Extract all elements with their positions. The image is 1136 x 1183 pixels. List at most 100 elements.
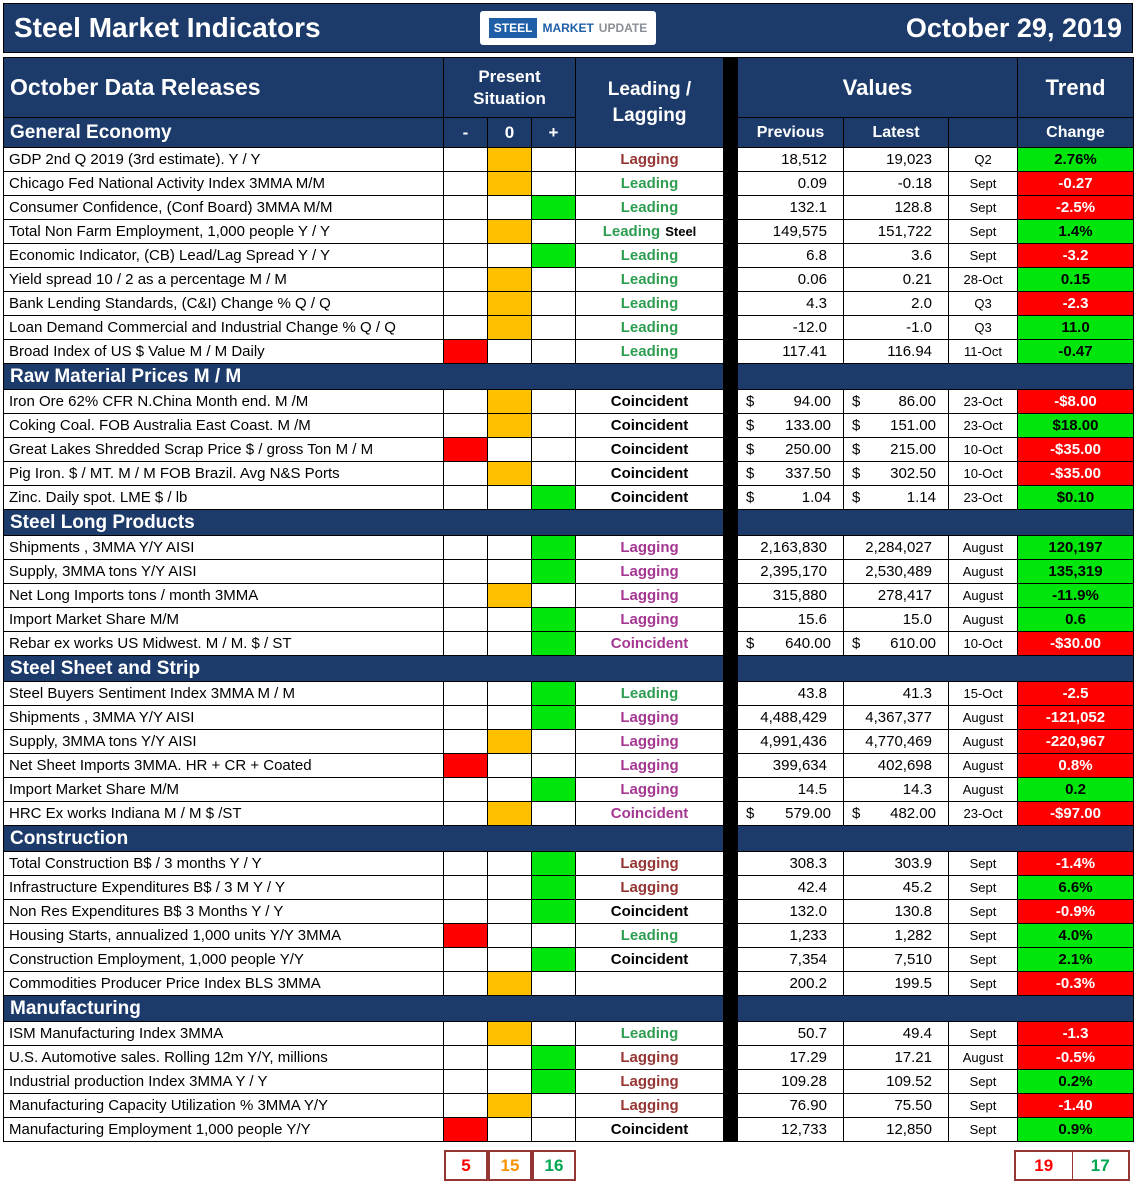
change-value: 0.2 [1018, 778, 1134, 802]
situation-negative-cell [444, 852, 488, 876]
column-separator [724, 364, 738, 390]
indicator-row: Coking Coal. FOB Australia East Coast. M… [4, 414, 1134, 438]
leading-lagging-value: Coincident [576, 414, 724, 438]
indicator-label: Rebar ex works US Midwest. M / M. $ / ST [4, 632, 444, 656]
leading-lagging-value: Lagging [576, 1070, 724, 1094]
footer-spacer-left [3, 1165, 444, 1166]
indicator-row: Industrial production Index 3MMA Y / Y La… [4, 1070, 1134, 1094]
indicators-table: October Data Releases General Economy Pr… [3, 57, 1134, 1142]
situation-negative-cell [444, 1094, 488, 1118]
situation-positive-cell [532, 852, 576, 876]
latest-value: 2,530,489 [844, 560, 949, 584]
column-separator [724, 292, 738, 316]
situation-neutral-cell [488, 1070, 532, 1094]
previous-value: $94.00 [738, 390, 844, 414]
situation-negative-cell [444, 414, 488, 438]
leading-lagging-value: Leading [576, 316, 724, 340]
latest-value: 4,367,377 [844, 706, 949, 730]
column-separator [724, 244, 738, 268]
column-separator [724, 58, 738, 148]
leading-lagging-value: Leading [576, 292, 724, 316]
situation-neutral-cell [488, 340, 532, 364]
latest-value: 1,282 [844, 924, 949, 948]
indicator-label: Infrastructure Expenditures B$ / 3 M Y /… [4, 876, 444, 900]
period-label: 10-Oct [949, 438, 1018, 462]
situation-negative-cell [444, 536, 488, 560]
situation-neutral-cell [488, 924, 532, 948]
situation-positive-cell [532, 1070, 576, 1094]
indicator-label: Yield spread 10 / 2 as a percentage M / … [4, 268, 444, 292]
column-separator [724, 510, 738, 536]
period-label: Q2 [949, 148, 1018, 172]
period-label: Sept [949, 852, 1018, 876]
previous-value: 0.06 [738, 268, 844, 292]
indicator-row: Non Res Expenditures B$ 3 Months Y / Y Co… [4, 900, 1134, 924]
leading-lagging-header: Leading / Lagging [576, 58, 724, 148]
indicator-label: Manufacturing Employment 1,000 people Y/… [4, 1118, 444, 1142]
situation-positive-cell [532, 1022, 576, 1046]
previous-value: 76.90 [738, 1094, 844, 1118]
amount: 133.00 [785, 417, 831, 434]
latest-value: 49.4 [844, 1022, 949, 1046]
latest-value: 17.21 [844, 1046, 949, 1070]
name-column-header-group: October Data Releases General Economy [4, 58, 444, 148]
section-filler [738, 996, 1134, 1022]
previous-value: $1.04 [738, 486, 844, 510]
previous-value: 7,354 [738, 948, 844, 972]
indicator-label: Import Market Share M/M [4, 608, 444, 632]
situation-neutral-cell [488, 802, 532, 826]
period-label: Sept [949, 876, 1018, 900]
situation-negative-cell [444, 340, 488, 364]
previous-value: $250.00 [738, 438, 844, 462]
leading-lagging-value: Coincident [576, 390, 724, 414]
situation-positive-cell [532, 196, 576, 220]
leading-lagging-value: Lagging [576, 778, 724, 802]
column-separator [724, 390, 738, 414]
logo-steel-chip: STEEL [488, 18, 538, 38]
situation-neutral-cell [488, 730, 532, 754]
section-title: Manufacturing [4, 996, 724, 1022]
situation-positive-cell [532, 462, 576, 486]
indicator-row: Consumer Confidence, (Conf Board) 3MMA M… [4, 196, 1134, 220]
leading-lagging-value: Coincident [576, 900, 724, 924]
situation-negative-cell [444, 706, 488, 730]
previous-value: 42.4 [738, 876, 844, 900]
dollar-sign: $ [852, 393, 861, 410]
change-value: -$35.00 [1018, 462, 1134, 486]
situation-negative-cell [444, 172, 488, 196]
column-separator [724, 778, 738, 802]
situation-negative-cell [444, 900, 488, 924]
dollar-sign: $ [852, 417, 861, 434]
leading-lagging-value: Leading [576, 924, 724, 948]
positive-count: 16 [544, 1155, 564, 1175]
section-filler [738, 364, 1134, 390]
summary-counts-row: 5 15 16 19 17 [3, 1150, 1133, 1181]
column-separator [724, 924, 738, 948]
period-label: Sept [949, 924, 1018, 948]
situation-neutral-cell [488, 196, 532, 220]
previous-value: 109.28 [738, 1070, 844, 1094]
indicator-row: Supply, 3MMA tons Y/Y AISI Lagging 4,991,4… [4, 730, 1134, 754]
leading-lagging-value: Leading [576, 340, 724, 364]
values-header-group: Values Previous Latest [738, 58, 1018, 148]
column-separator [724, 1118, 738, 1142]
leading-lagging-value: Lagging [576, 852, 724, 876]
previous-column-header: Previous [738, 118, 844, 148]
section-header-steel-long-products: Steel Long Products [4, 510, 1134, 536]
trend-counts-box: 19 17 [1014, 1150, 1130, 1181]
situation-positive-cell [532, 1118, 576, 1142]
situation-neutral-cell [488, 536, 532, 560]
latest-value: 45.2 [844, 876, 949, 900]
period-label: Sept [949, 172, 1018, 196]
period-label: Q3 [949, 316, 1018, 340]
situation-negative-cell [444, 608, 488, 632]
situation-neutral-cell [488, 268, 532, 292]
indicator-label: Industrial production Index 3MMA Y / Y [4, 1070, 444, 1094]
situation-negative-cell [444, 462, 488, 486]
previous-value: 117.41 [738, 340, 844, 364]
situation-negative-cell [444, 730, 488, 754]
previous-value: 50.7 [738, 1022, 844, 1046]
latest-value: 41.3 [844, 682, 949, 706]
logo-update-text: UPDATE [598, 21, 648, 35]
